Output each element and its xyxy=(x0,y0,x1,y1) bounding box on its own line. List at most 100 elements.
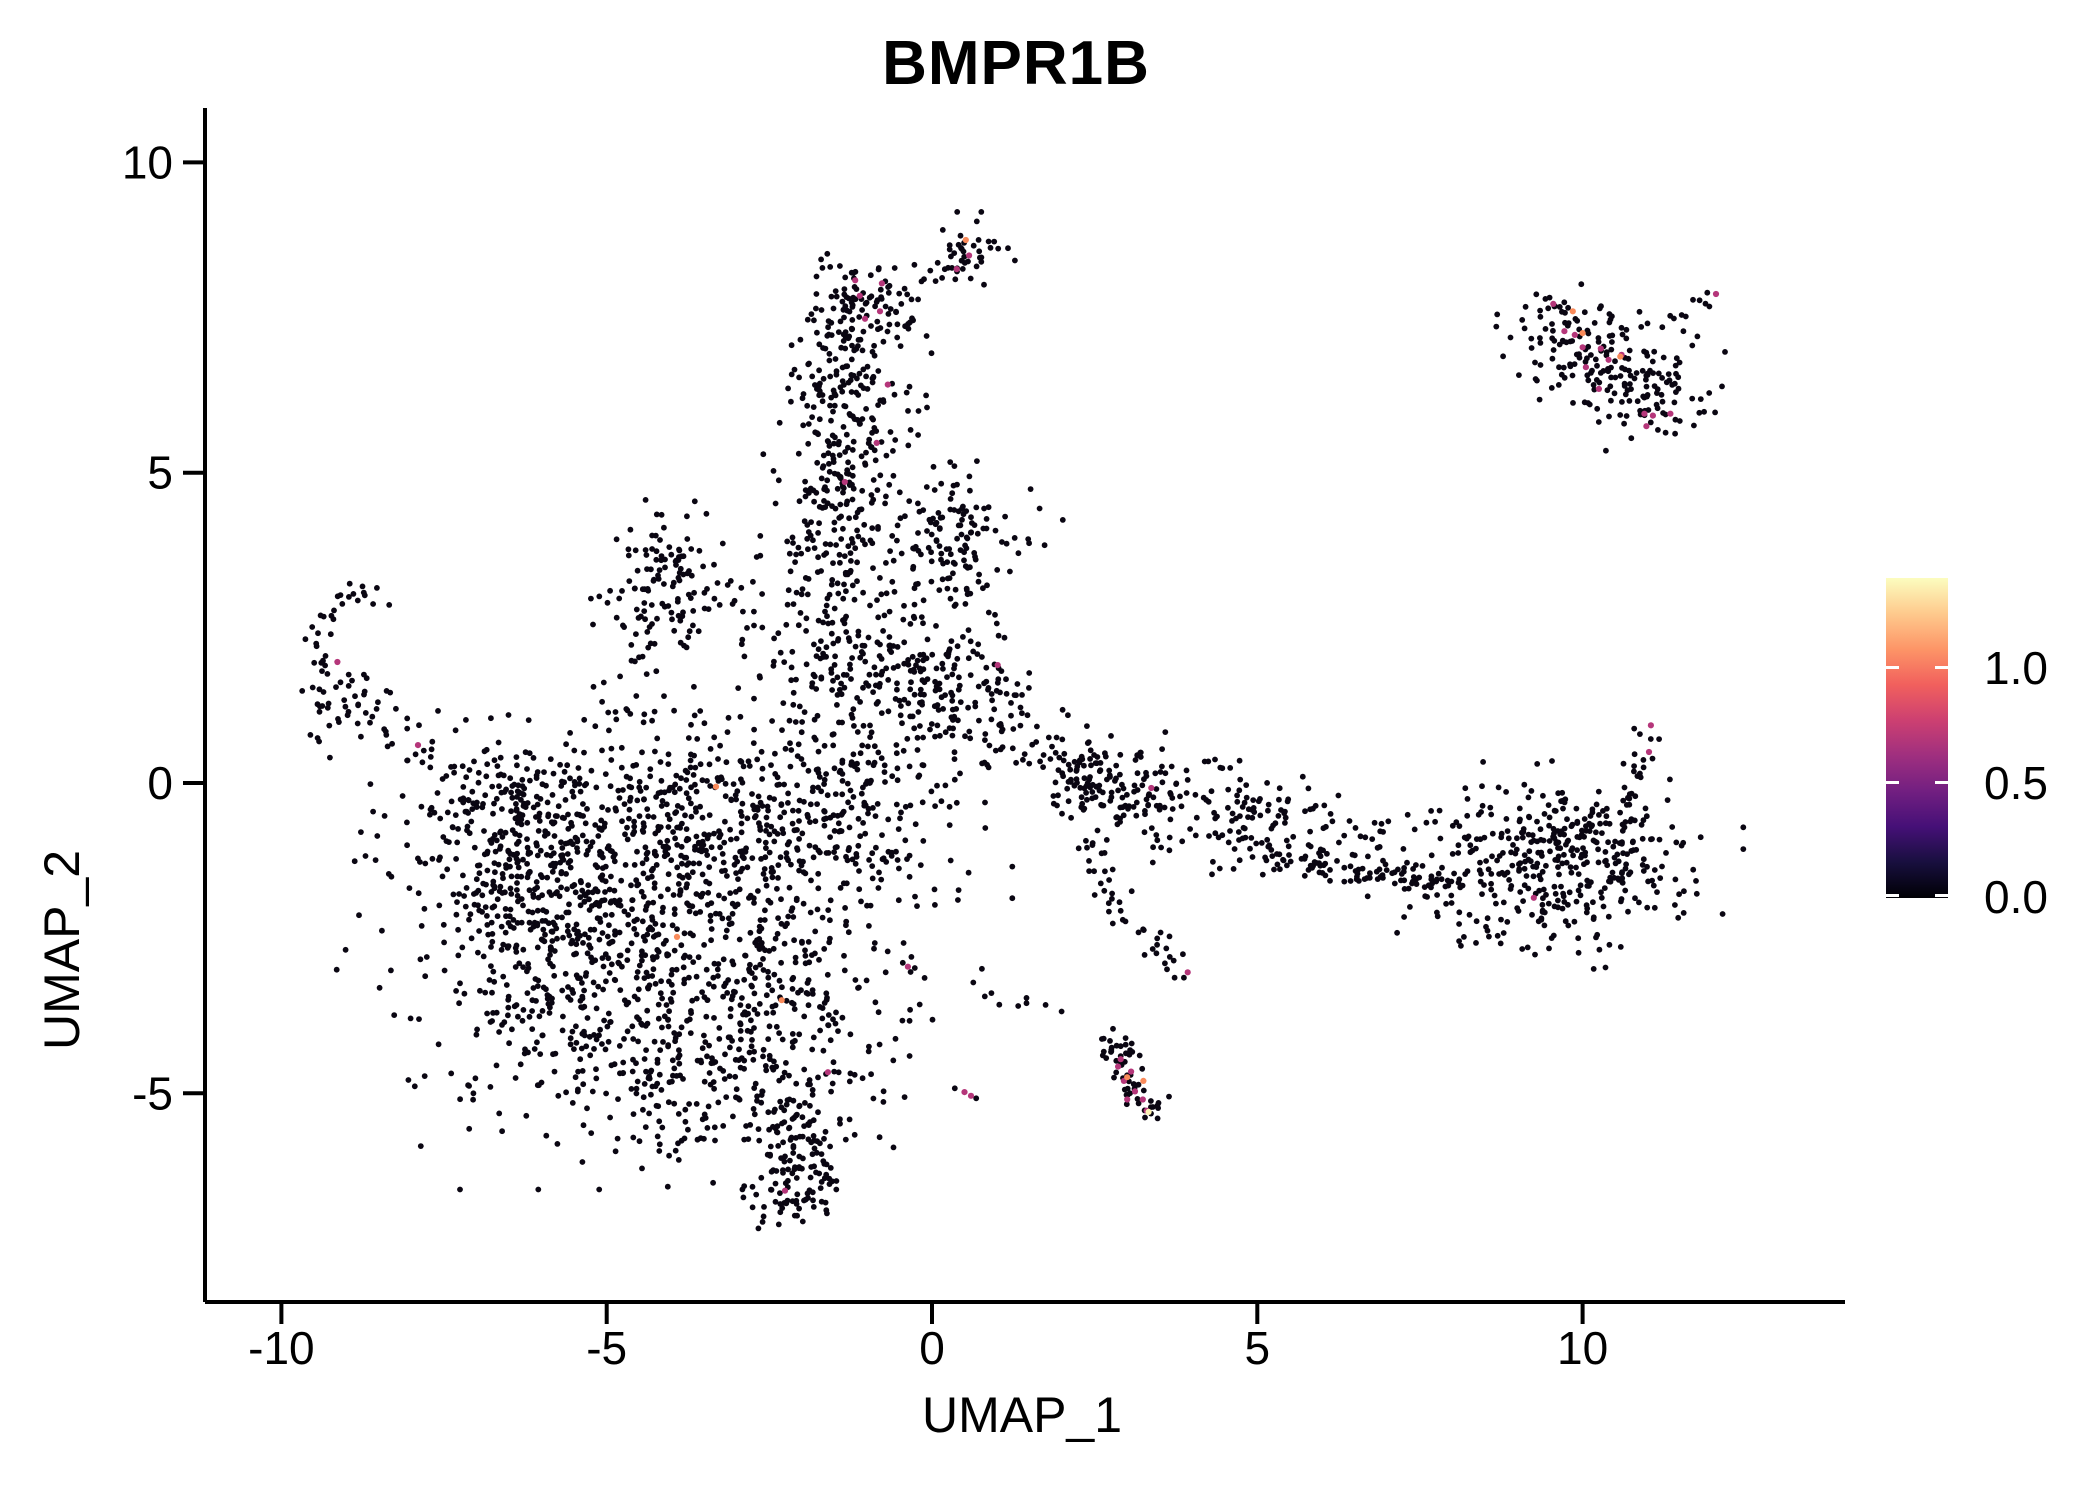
cell-point xyxy=(932,678,938,685)
cell-point xyxy=(862,658,869,665)
cell-point xyxy=(855,343,861,349)
cell-point xyxy=(1250,805,1257,811)
cell-point xyxy=(569,1028,576,1035)
cell-point xyxy=(711,1015,717,1021)
cell-point xyxy=(1277,866,1283,873)
cell-point xyxy=(640,893,647,900)
cell-point xyxy=(849,464,856,471)
cell-point xyxy=(1439,864,1445,871)
cell-point xyxy=(690,622,696,629)
cell-point xyxy=(809,414,815,420)
cell-point xyxy=(858,649,865,655)
cell-point xyxy=(900,940,907,946)
cell-point xyxy=(759,1088,766,1095)
cell-point xyxy=(1456,876,1463,883)
cell-point xyxy=(1003,676,1009,683)
cell-point xyxy=(524,836,530,842)
cell-point xyxy=(867,902,874,909)
cell-point xyxy=(630,1036,637,1042)
cell-point xyxy=(991,238,998,245)
cell-point xyxy=(853,286,860,292)
cell-point xyxy=(1659,375,1665,381)
cell-point xyxy=(1667,312,1674,319)
cell-point xyxy=(375,699,381,706)
expressing-cell-point xyxy=(1184,969,1191,976)
cell-point xyxy=(801,1066,808,1073)
cell-point xyxy=(739,800,746,807)
cell-point xyxy=(1243,782,1250,788)
cell-point xyxy=(832,356,839,362)
cell-point xyxy=(579,1159,586,1165)
cell-point xyxy=(1550,327,1556,334)
cell-point xyxy=(942,692,948,698)
cell-point xyxy=(677,825,683,831)
cell-point xyxy=(789,648,796,655)
cell-point xyxy=(1148,1098,1154,1104)
cell-point xyxy=(696,847,702,854)
cell-point xyxy=(488,919,495,926)
cell-point xyxy=(1583,823,1589,829)
cell-point xyxy=(819,1015,826,1022)
cell-point xyxy=(1037,758,1043,765)
cell-point xyxy=(386,602,393,608)
cell-point xyxy=(710,1060,717,1066)
cell-point xyxy=(844,571,851,578)
cell-point xyxy=(856,886,863,893)
cell-point xyxy=(821,808,828,815)
cell-point xyxy=(1148,1104,1154,1110)
cell-point xyxy=(634,916,640,923)
cell-point xyxy=(793,1112,799,1119)
cell-point xyxy=(344,712,351,719)
cell-point xyxy=(744,625,750,631)
cell-point xyxy=(557,761,563,768)
cell-point xyxy=(757,917,764,923)
cell-point xyxy=(607,1114,613,1121)
cell-point xyxy=(906,383,913,390)
cell-point xyxy=(706,832,712,838)
cell-point xyxy=(676,569,683,576)
cell-point xyxy=(715,973,721,979)
cell-point xyxy=(835,329,842,335)
cell-point xyxy=(1516,868,1522,874)
cell-point xyxy=(791,1006,798,1012)
cell-point xyxy=(1575,887,1582,894)
cell-point xyxy=(878,439,885,445)
cell-point xyxy=(593,1036,600,1043)
cell-point xyxy=(781,781,787,788)
cell-point xyxy=(1691,422,1697,429)
cell-point xyxy=(484,913,490,919)
cell-point xyxy=(1528,335,1535,342)
cell-point xyxy=(502,829,509,836)
cell-point xyxy=(694,736,701,742)
cell-point xyxy=(906,1053,913,1059)
cell-point xyxy=(640,1094,647,1101)
cell-point xyxy=(708,937,714,944)
cell-point xyxy=(642,547,649,553)
cell-point xyxy=(823,602,830,609)
cell-point xyxy=(672,1147,679,1154)
cell-point xyxy=(934,722,941,729)
cell-point xyxy=(786,550,793,557)
cell-point xyxy=(1242,834,1249,841)
cell-point xyxy=(755,793,762,800)
cell-point xyxy=(738,820,745,827)
cell-point xyxy=(496,1110,503,1117)
cell-point xyxy=(635,615,642,621)
cell-point xyxy=(815,1074,821,1081)
cell-point xyxy=(657,893,664,900)
cell-point xyxy=(838,680,844,687)
cell-point xyxy=(489,904,496,911)
cell-point xyxy=(1640,856,1647,863)
expressing-cell-point xyxy=(1579,330,1586,337)
cell-point xyxy=(462,808,469,815)
cell-point xyxy=(703,510,710,517)
cell-point xyxy=(880,338,887,345)
cell-point xyxy=(846,1078,853,1085)
cell-point xyxy=(488,715,494,722)
cell-point xyxy=(740,1011,746,1018)
cell-point xyxy=(709,1055,715,1062)
cell-point xyxy=(915,296,921,303)
expressing-cell-point xyxy=(1597,345,1604,352)
cell-point xyxy=(612,1148,619,1155)
cell-point xyxy=(744,864,751,871)
